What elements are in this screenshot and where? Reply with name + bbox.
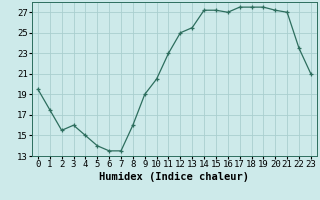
X-axis label: Humidex (Indice chaleur): Humidex (Indice chaleur) <box>100 172 249 182</box>
